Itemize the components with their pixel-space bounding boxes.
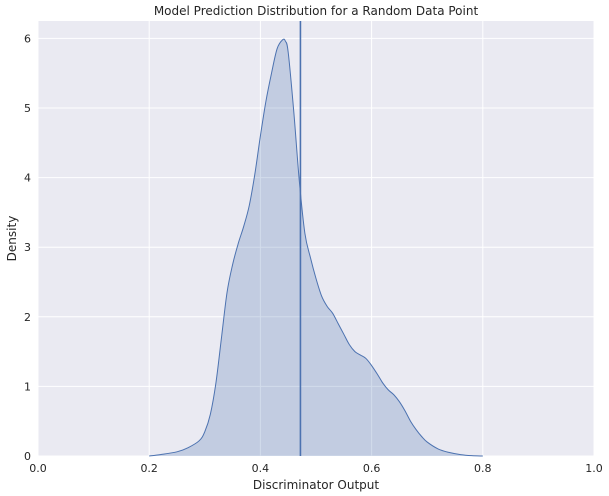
kde-area	[149, 39, 483, 457]
x-tick-label-2: 0.4	[252, 462, 270, 475]
y-tick-label-6: 6	[24, 32, 31, 45]
x-tick-label-3: 0.6	[363, 462, 381, 475]
y-tick-label-0: 0	[24, 450, 31, 463]
x-axis-label: Discriminator Output	[253, 478, 379, 492]
y-axis-label: Density	[5, 216, 19, 262]
x-tick-label-5: 1.0	[585, 462, 603, 475]
y-tick-label-5: 5	[24, 102, 31, 115]
x-tick-label-1: 0.2	[140, 462, 158, 475]
y-tick-label-1: 1	[24, 380, 31, 393]
x-tick-label-0: 0.0	[29, 462, 47, 475]
plot-background	[38, 21, 594, 456]
x-tick-label-4: 0.8	[474, 462, 492, 475]
y-tick-label-2: 2	[24, 311, 31, 324]
chart-title: Model Prediction Distribution for a Rand…	[154, 4, 479, 18]
y-tick-label-3: 3	[24, 241, 31, 254]
y-tick-label-4: 4	[24, 172, 31, 185]
kde-line	[149, 38, 483, 457]
